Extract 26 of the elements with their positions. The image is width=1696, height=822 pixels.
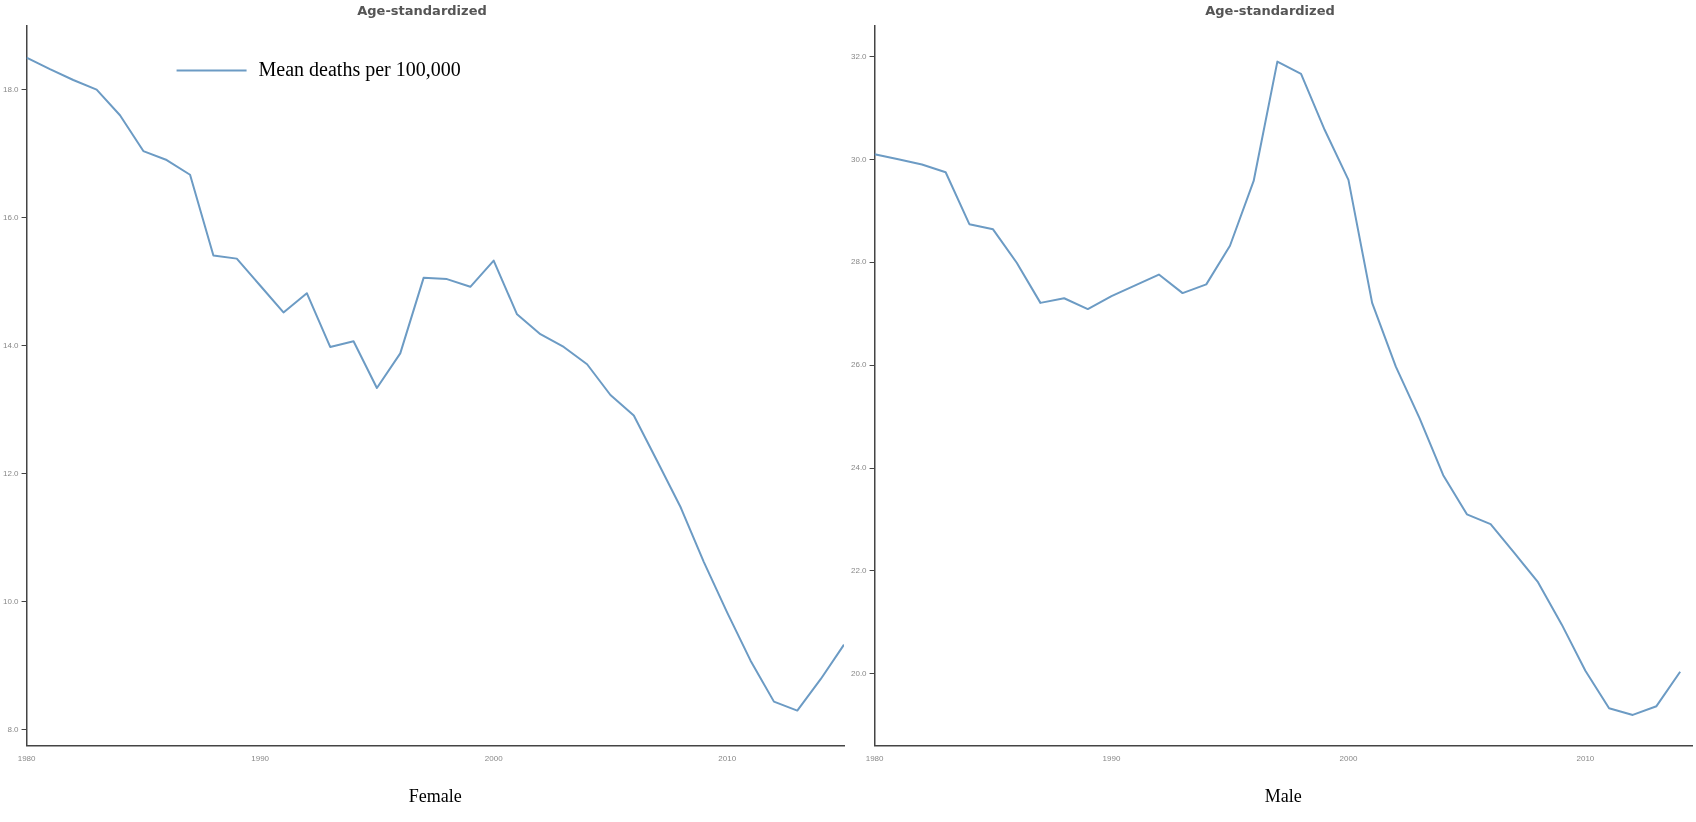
- x-axis-title: Male: [1264, 785, 1302, 806]
- y-tick-label: 22.0: [850, 566, 868, 576]
- y-tick-label: 28.0: [850, 257, 868, 267]
- y-tick-label: 24.0: [850, 463, 868, 473]
- x-tick-label: 1990: [1102, 753, 1121, 763]
- x-axis-title: Female: [408, 785, 462, 806]
- y-tick-label: 32.0: [850, 51, 868, 61]
- y-tick-label: 16.0: [2, 212, 20, 222]
- y-tick-label: 10.0: [2, 596, 20, 606]
- y-tick-label: 18.0: [2, 84, 20, 94]
- chart-title: Age-standardized: [357, 3, 487, 19]
- x-tick-label: 2000: [484, 753, 504, 763]
- legend-label: Mean deaths per 100,000: [258, 57, 461, 81]
- chart-title: Age-standardized: [1205, 3, 1335, 19]
- x-tick-label: 2010: [1576, 753, 1595, 763]
- y-tick-label: 14.0: [2, 340, 20, 350]
- y-tick-label: 30.0: [850, 154, 868, 164]
- x-tick-label: 1980: [865, 753, 885, 763]
- y-tick-label: 8.0: [7, 725, 20, 734]
- y-tick-label: 26.0: [850, 360, 868, 370]
- x-tick-label: 2010: [718, 753, 737, 763]
- x-tick-label: 2000: [1339, 753, 1358, 763]
- y-tick-label: 12.0: [2, 468, 20, 478]
- y-tick-label: 20.0: [850, 668, 868, 678]
- x-tick-label: 1990: [251, 753, 270, 763]
- x-tick-label: 1980: [17, 753, 37, 763]
